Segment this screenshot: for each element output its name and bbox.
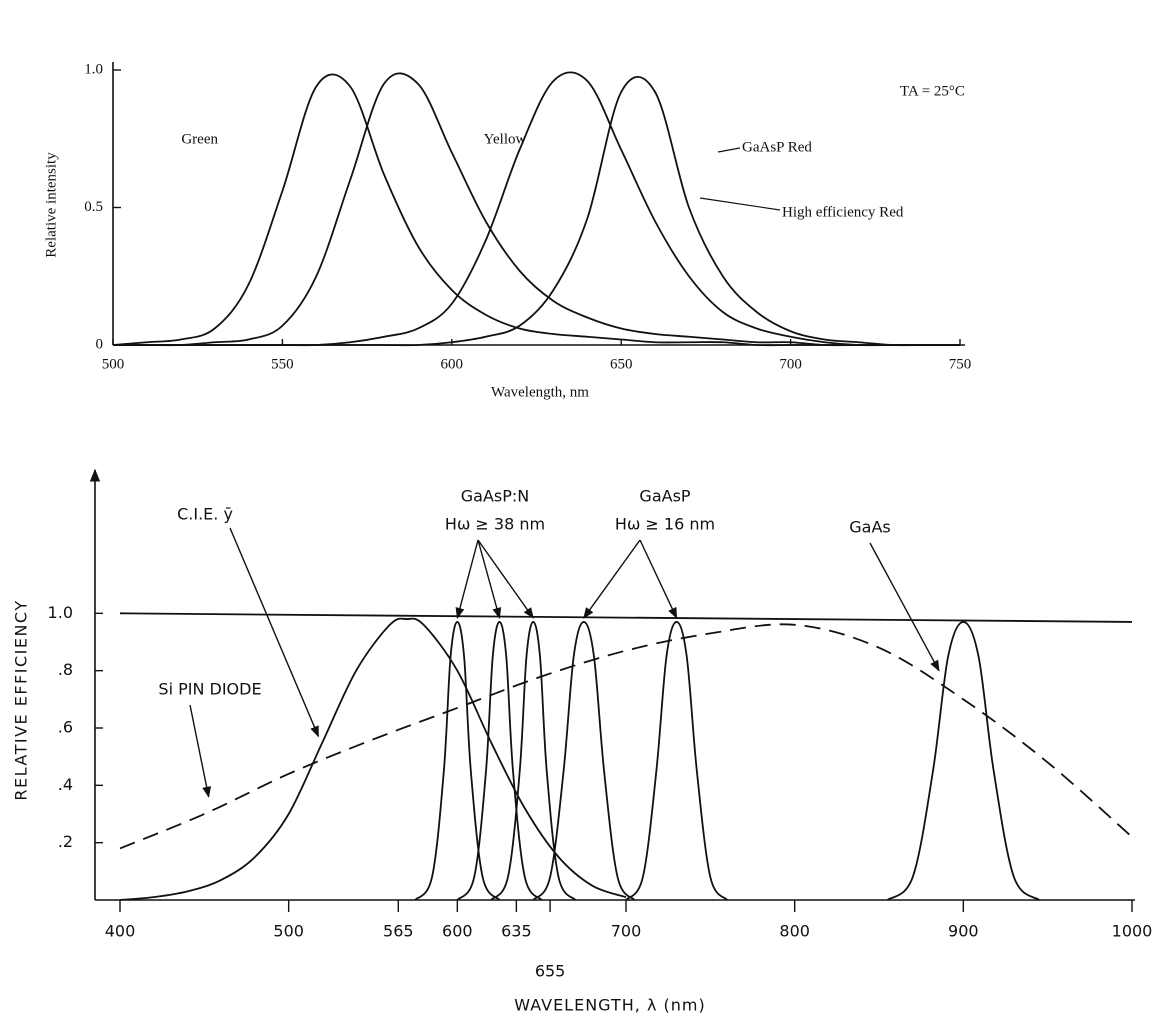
y-tick-label: 1.0 (84, 61, 103, 77)
series-label: Green (181, 131, 218, 147)
series-line (490, 621, 577, 901)
x-tick-label: 635 (501, 922, 532, 941)
series-line (119, 617, 627, 901)
x-tick-label: 600 (442, 922, 473, 941)
arrow (189, 704, 212, 798)
arrow (455, 539, 479, 620)
series-label: GaAsP Red (742, 139, 812, 155)
y-tick-label: 0.5 (84, 199, 103, 215)
series-line (414, 621, 501, 901)
x-tick-label: 500 (273, 922, 304, 941)
x-tick-label: 800 (779, 922, 810, 941)
y-tick-label: .8 (58, 660, 73, 679)
annotation: TA = 25°C (900, 83, 965, 99)
annotation: GaAsP:N (461, 487, 530, 506)
x-tick-label: 565 (383, 922, 414, 941)
series-line (886, 621, 1040, 901)
series-line (112, 71, 960, 347)
leader (699, 197, 781, 211)
annotation: GaAs (849, 518, 890, 537)
x-tick-label: 655 (535, 962, 566, 981)
arrow (639, 539, 678, 619)
y-tick-label: .2 (58, 832, 73, 851)
series-line (119, 623, 1133, 850)
series-label: Yellow (484, 131, 527, 147)
arrow (869, 542, 940, 672)
series-label: C.I.E. ȳ (177, 505, 233, 524)
arrow (477, 539, 534, 619)
arrow (583, 539, 641, 619)
x-tick-label: 550 (271, 356, 294, 372)
x-tick-label: 500 (102, 356, 125, 372)
x-tick-label: 700 (611, 922, 642, 941)
series-line (532, 621, 636, 901)
y-tick-label: .6 (58, 718, 73, 737)
series-line (119, 612, 1133, 623)
x-tick-label: 650 (610, 356, 633, 372)
x-tick-label: 900 (948, 922, 979, 941)
y-axis-label: RELATIVE EFFICIENCY (12, 599, 31, 800)
x-tick-label: 600 (441, 356, 464, 372)
y-tick-label: .4 (58, 775, 73, 794)
y-axis-label: Relative intensity (43, 152, 59, 258)
annotation: Hω ≥ 16 nm (615, 515, 715, 534)
series-line (112, 72, 960, 347)
y-tick-label: 0 (96, 336, 104, 352)
y-tick-label: 1.0 (48, 603, 73, 622)
arrow (229, 527, 320, 738)
x-tick-label: 1000 (1112, 922, 1153, 941)
x-tick-label: 700 (779, 356, 802, 372)
x-tick-label: 750 (949, 356, 972, 372)
leader (717, 147, 741, 153)
x-axis-label: Wavelength, nm (491, 384, 589, 400)
series-label: Si PIN DIODE (158, 680, 261, 699)
series-line (456, 621, 543, 901)
annotation: GaAsP (639, 487, 690, 506)
x-tick-label: 400 (105, 922, 136, 941)
series-line (625, 621, 728, 901)
x-axis-label: WAVELENGTH, λ (nm) (514, 996, 705, 1015)
annotation: Hω ≥ 38 nm (445, 515, 545, 534)
arrow (477, 539, 502, 620)
series-label: High efficiency Red (782, 204, 904, 220)
